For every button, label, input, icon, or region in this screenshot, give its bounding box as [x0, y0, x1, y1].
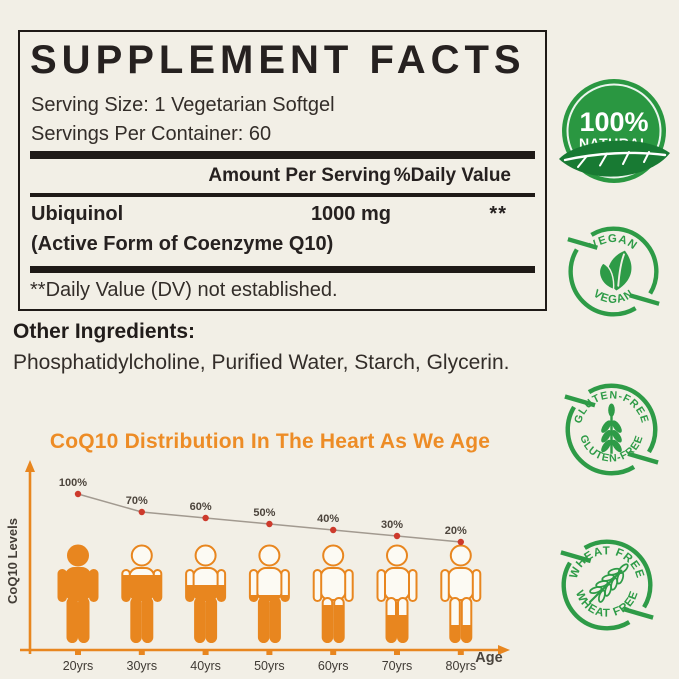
point-label: 50% — [253, 507, 275, 519]
badge-slash — [627, 451, 659, 465]
person-figure — [185, 544, 227, 643]
badge-wheat-free: WHEAT FREE WHEAT FREE — [560, 539, 654, 631]
ingredient-detail: (Active Form of Coenzyme Q10) — [31, 233, 334, 255]
category-label: 80yrs — [446, 659, 477, 673]
y-axis-arrow — [25, 460, 35, 472]
person-figure — [121, 544, 163, 643]
table-row: Ubiquinol 1000 mg ** — [30, 203, 535, 229]
category-label: 40yrs — [190, 659, 221, 673]
axis-tick — [457, 649, 464, 655]
y-axis-label: CoQ10 Levels — [5, 518, 20, 604]
badge-slash — [564, 394, 596, 408]
other-ingredients-value: Phosphatidylcholine, Purified Water, Sta… — [13, 351, 510, 374]
svg-text:VEGAN: VEGAN — [591, 288, 636, 306]
wheat-plant-icon — [601, 403, 622, 454]
badge-ring — [587, 383, 658, 454]
badge-ring — [583, 539, 653, 609]
person-figure — [376, 544, 418, 643]
category-label: 70yrs — [382, 659, 413, 673]
data-point — [74, 490, 82, 498]
data-point — [266, 520, 273, 528]
category-label: 60yrs — [318, 659, 349, 673]
wheat-ear-icon — [588, 563, 629, 604]
data-point — [457, 538, 464, 546]
data-point — [138, 508, 145, 516]
axis-tick — [394, 649, 400, 655]
point-label: 40% — [317, 513, 339, 525]
table-header: Amount Per Serving %Daily Value — [30, 165, 535, 191]
divider-medium — [30, 193, 535, 197]
data-point — [393, 532, 401, 540]
badge-gluten-free: GLUTEN-FREE GLUTEN-FREE — [564, 383, 659, 476]
person-figure — [57, 544, 99, 643]
other-ingredients-label: Other Ingredients: — [13, 320, 196, 343]
person-figure — [440, 544, 482, 643]
badge-ring — [565, 405, 636, 476]
x-axis-label: Age — [475, 650, 502, 666]
svg-text:WHEAT FREE: WHEAT FREE — [573, 589, 641, 620]
badge-slash — [629, 293, 660, 306]
ingredient-amount: 1000 mg — [310, 203, 391, 225]
svg-text:VEGAN: VEGAN — [588, 233, 640, 253]
badge-100-natural: 100% NATURAL — [559, 79, 670, 183]
ingredient-daily-value: ** — [489, 203, 507, 225]
header-amount-per-serving: Amount Per Serving — [208, 165, 391, 186]
badge-vegan-top-text: VEGAN — [588, 233, 639, 253]
divider-thick — [30, 266, 535, 273]
axis-tick — [202, 649, 209, 655]
leaf-icon — [559, 140, 670, 177]
supplement-facts-panel: SUPPLEMENT FACTS Serving Size: 1 Vegetar… — [18, 30, 547, 311]
axis-tick — [266, 649, 273, 655]
badge-ring — [590, 226, 659, 295]
badge-vegan: VEGAN VEGAN — [567, 226, 660, 317]
point-label: 70% — [126, 495, 148, 507]
badge-ring — [561, 561, 631, 631]
coq10-age-chart: CoQ10 Levels Age 20yrs 100% 30yrs 70% 40yrs 60%… — [5, 460, 510, 673]
axis-tick — [138, 649, 145, 655]
data-point — [202, 514, 209, 522]
serving-size: Serving Size: 1 Vegetarian Softgel — [31, 94, 335, 116]
person-figure — [312, 544, 354, 643]
chart-title: CoQ10 Distribution In The Heart As We Ag… — [49, 430, 491, 453]
badge-slash — [622, 606, 654, 620]
category-label: 30yrs — [127, 659, 158, 673]
badge-inner-ring — [566, 83, 662, 179]
point-label: 30% — [381, 519, 403, 531]
servings-per-container: Servings Per Container: 60 — [31, 123, 272, 145]
x-axis-arrow — [498, 645, 510, 655]
header-daily-value: %Daily Value — [393, 165, 511, 186]
category-label: 20yrs — [63, 659, 94, 673]
panel-title: SUPPLEMENT FACTS — [30, 38, 526, 82]
point-label: 100% — [59, 477, 87, 489]
category-label: 50yrs — [254, 659, 285, 673]
point-label: 20% — [445, 525, 467, 537]
divider-thick — [30, 151, 535, 159]
daily-value-footnote: **Daily Value (DV) not established. — [30, 279, 338, 301]
badge-wheat-bottom-text: WHEAT FREE — [573, 589, 640, 620]
badge-ring — [568, 248, 637, 317]
point-label: 60% — [190, 501, 212, 513]
leaf-icon — [598, 250, 632, 291]
badge-vegan-bottom-text: VEGAN — [591, 288, 635, 306]
badge-slash — [567, 237, 598, 250]
badge-slash — [560, 550, 592, 564]
axis-tick — [330, 649, 337, 655]
person-figure — [248, 544, 290, 643]
data-point — [330, 526, 337, 534]
badge-natural-line1: 100% — [579, 107, 648, 137]
ingredient-name: Ubiquinol — [31, 203, 124, 225]
axis-tick — [75, 649, 81, 655]
